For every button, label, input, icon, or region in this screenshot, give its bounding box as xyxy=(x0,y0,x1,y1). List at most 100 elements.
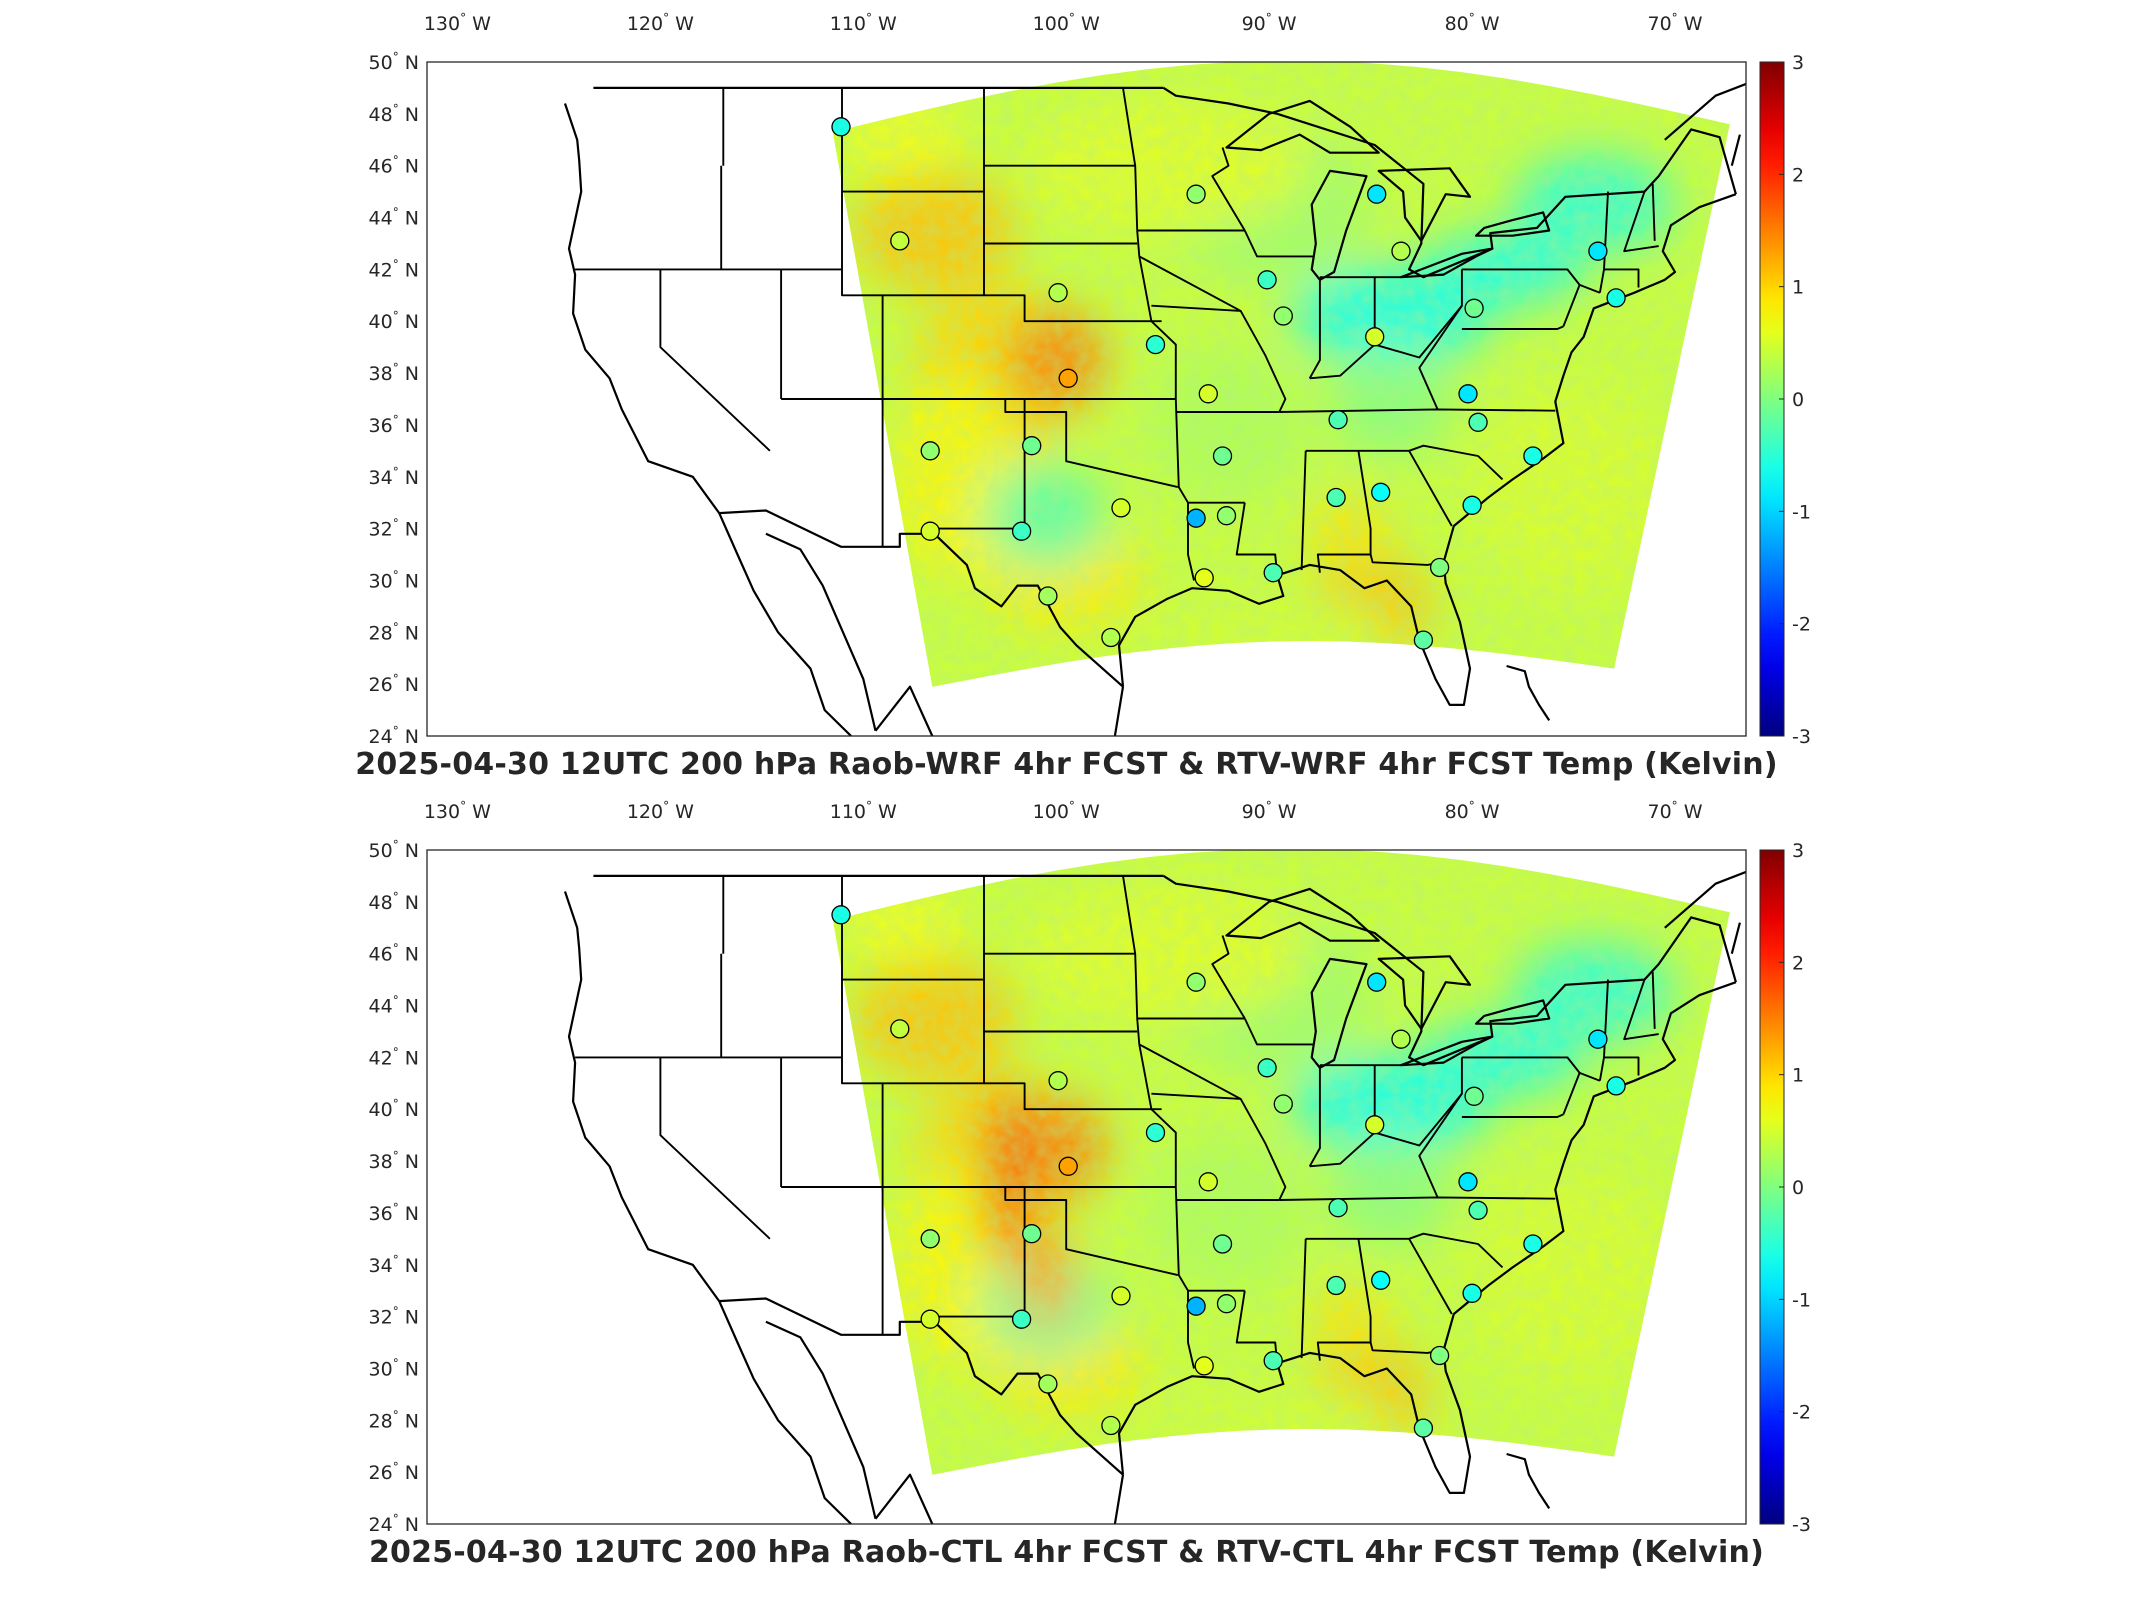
raob-station-marker xyxy=(890,231,910,251)
raob-station-marker xyxy=(920,1309,940,1329)
latitude-tick-label: 34° N xyxy=(369,465,419,489)
latitude-tick-label: 36° N xyxy=(369,1201,419,1225)
raob-station-marker xyxy=(1464,298,1484,318)
raob-station-marker xyxy=(1429,557,1450,578)
raob-station-marker xyxy=(1606,288,1626,308)
raob-station-marker xyxy=(831,117,851,137)
raob-station-marker xyxy=(1038,586,1058,606)
latitude-tick-label: 28° N xyxy=(369,1408,419,1432)
map-panel-raob-wrf: 130° W 120° W 110° W 100° W 90° W 80° W 70° W 5… xyxy=(355,11,1811,782)
latitude-tick-label: 30° N xyxy=(369,569,419,593)
raob-station-marker xyxy=(1606,1076,1626,1096)
panel-title: 2025-04-30 12UTC 200 hPa Raob-CTL 4hr FC… xyxy=(368,1535,1764,1570)
raob-station-marker xyxy=(1111,1286,1131,1306)
longitude-tick-label: 90° W xyxy=(1242,799,1297,823)
raob-station-marker xyxy=(1048,283,1068,303)
raob-station-marker xyxy=(1194,1356,1214,1376)
raob-station-marker xyxy=(1588,1029,1608,1049)
temperature-difference-field xyxy=(832,850,1730,1475)
colorbar-tick-label: -3 xyxy=(1792,726,1811,748)
latitude-tick-label: 24° N xyxy=(369,724,419,748)
raob-station-marker xyxy=(1468,1200,1488,1220)
raob-station-marker xyxy=(1326,487,1346,508)
raob-station-marker xyxy=(1186,184,1206,204)
raob-station-marker xyxy=(1458,1172,1478,1192)
raob-station-marker xyxy=(1111,498,1131,518)
raob-station-marker xyxy=(1328,410,1348,430)
latitude-tick-label: 34° N xyxy=(369,1253,419,1277)
longitude-tick-label: 100° W xyxy=(1033,11,1100,35)
latitude-tick-label: 44° N xyxy=(369,206,419,230)
longitude-tick-label: 120° W xyxy=(627,11,694,35)
raob-station-marker xyxy=(1371,482,1391,502)
latitude-tick-label: 28° N xyxy=(369,620,419,644)
raob-station-marker xyxy=(1523,446,1543,466)
raob-station-marker xyxy=(1523,1234,1543,1254)
latitude-tick-label: 26° N xyxy=(369,1460,419,1484)
latitude-tick-label: 32° N xyxy=(369,517,419,541)
latitude-tick-label: 48° N xyxy=(369,102,419,126)
raob-station-marker xyxy=(1186,1296,1206,1316)
raob-station-marker xyxy=(1048,1071,1068,1091)
longitude-tick-label: 110° W xyxy=(830,11,897,35)
latitude-tick-label: 26° N xyxy=(369,672,419,696)
longitude-tick-label: 100° W xyxy=(1033,799,1100,823)
colorbar-tick-label: -1 xyxy=(1792,1289,1811,1311)
latitude-tick-label: 38° N xyxy=(369,361,419,385)
longitude-tick-label: 70° W xyxy=(1647,799,1702,823)
panel-title: 2025-04-30 12UTC 200 hPa Raob-WRF 4hr FC… xyxy=(355,747,1778,782)
latitude-tick-label: 44° N xyxy=(369,994,419,1018)
raob-station-marker xyxy=(1011,521,1032,541)
latitude-tick-label: 40° N xyxy=(369,1097,419,1121)
raob-station-marker xyxy=(890,1019,910,1039)
longitude-tick-label: 90° W xyxy=(1242,11,1297,35)
raob-station-marker xyxy=(1429,1345,1450,1366)
raob-station-marker xyxy=(1464,1086,1484,1106)
raob-station-marker xyxy=(1058,1156,1078,1176)
map-figure: 130° W 120° W 110° W 100° W 90° W 80° W 70° W 5… xyxy=(369,11,1811,748)
longitude-tick-label: 130° W xyxy=(424,11,491,35)
raob-station-marker xyxy=(1101,1415,1121,1436)
raob-station-marker xyxy=(1263,1351,1283,1371)
raob-station-marker xyxy=(1458,384,1478,404)
raob-station-marker xyxy=(1198,384,1218,404)
latitude-tick-label: 50° N xyxy=(369,50,419,74)
latitude-tick-label: 46° N xyxy=(369,942,419,966)
raob-station-marker xyxy=(1101,627,1121,648)
raob-stations xyxy=(831,117,1626,650)
latitude-tick-label: 42° N xyxy=(369,257,419,281)
raob-station-marker xyxy=(1588,241,1608,261)
latitude-tick-label: 38° N xyxy=(369,1149,419,1173)
raob-station-marker xyxy=(1216,506,1237,526)
raob-station-marker xyxy=(920,521,940,541)
colorbar-tick-label: 3 xyxy=(1792,840,1804,862)
raob-station-marker xyxy=(1391,241,1411,261)
map-axes-frame xyxy=(426,61,1747,737)
raob-station-marker xyxy=(1328,1198,1348,1218)
longitude-tick-label: 80° W xyxy=(1445,799,1500,823)
map-panel-raob-ctl: 130° W 120° W 110° W 100° W 90° W 80° W 70° W 5… xyxy=(0,788,2133,1588)
raob-station-marker xyxy=(1212,446,1233,466)
latitude-tick-label: 30° N xyxy=(369,1357,419,1381)
raob-station-marker xyxy=(1038,1374,1058,1394)
raob-station-marker xyxy=(1257,270,1277,290)
raob-station-marker xyxy=(1462,495,1482,515)
longitude-tick-label: 70° W xyxy=(1647,11,1702,35)
raob-station-marker xyxy=(920,441,940,461)
raob-station-marker xyxy=(1413,630,1434,650)
colorbar-tick-label: 1 xyxy=(1792,1065,1804,1087)
colorbar-tick-label: 0 xyxy=(1792,1177,1804,1199)
raob-station-marker xyxy=(1326,1275,1346,1296)
latitude-tick-label: 40° N xyxy=(369,309,419,333)
map-axes-frame xyxy=(426,849,1747,1525)
longitude-tick-label: 80° W xyxy=(1445,11,1500,35)
longitude-tick-label: 110° W xyxy=(830,799,897,823)
latitude-tick-label: 42° N xyxy=(369,1045,419,1069)
raob-station-marker xyxy=(1462,1283,1482,1303)
raob-station-marker xyxy=(1212,1234,1233,1254)
raob-station-marker xyxy=(1365,327,1385,347)
raob-station-marker xyxy=(1468,412,1488,432)
colorbar-tick-label: 0 xyxy=(1792,389,1804,411)
raob-station-marker xyxy=(1413,1418,1434,1438)
latitude-tick-label: 50° N xyxy=(369,838,419,862)
